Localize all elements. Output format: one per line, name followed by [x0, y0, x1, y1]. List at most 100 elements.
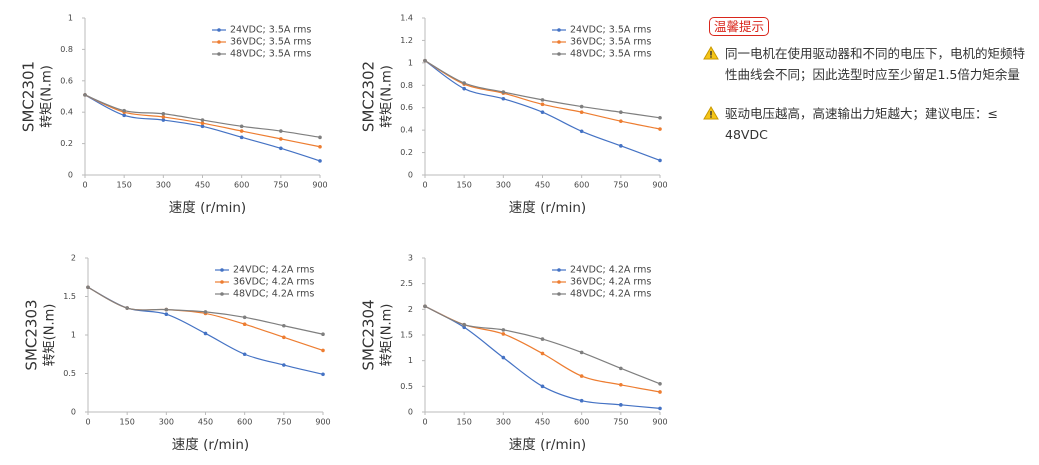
- point: [203, 310, 208, 314]
- x-tick-label: 300: [496, 181, 511, 190]
- legend-marker: [557, 40, 561, 44]
- x-tick-label: 900: [312, 181, 327, 190]
- point: [619, 144, 623, 148]
- y-tick-label: 3: [408, 254, 413, 263]
- y-tick-label: 2.5: [400, 279, 413, 288]
- point: [122, 113, 126, 118]
- point: [279, 146, 283, 151]
- point: [540, 351, 545, 356]
- point: [579, 129, 584, 134]
- y-tick-label: 0: [408, 408, 413, 417]
- y-axis-label: 转矩(N.m): [380, 65, 395, 128]
- y-tick-label: 1: [71, 331, 76, 340]
- legend-marker: [557, 268, 561, 272]
- y-axis-label: 转矩(N.m): [43, 304, 58, 367]
- model-label: SMC2302: [360, 61, 378, 132]
- legend-marker: [557, 292, 561, 296]
- y-tick-label: 0.8: [60, 45, 73, 54]
- point: [658, 158, 662, 163]
- point: [83, 93, 87, 97]
- series-line: [424, 60, 661, 119]
- y-tick-label: 0.6: [400, 103, 413, 112]
- legend-label: 24VDC; 3.5A rms: [230, 25, 311, 36]
- legend-marker: [557, 52, 561, 56]
- point: [321, 332, 325, 337]
- tips: 温馨提示 同一电机在使用驱动器和不同的电压下，电机的矩频特性曲线会不同；因此选型…: [703, 16, 1033, 163]
- legend-marker: [220, 292, 224, 296]
- point: [658, 116, 662, 120]
- legend-label: 24VDC; 4.2A rms: [570, 265, 651, 276]
- point: [161, 115, 166, 119]
- series-line: [424, 60, 661, 130]
- warning-icon: [703, 106, 719, 120]
- point: [122, 108, 126, 113]
- y-axis-label: 转矩(N.m): [40, 65, 55, 128]
- legend-marker: [217, 52, 221, 56]
- legend-marker: [220, 268, 224, 272]
- point: [540, 102, 545, 107]
- x-tick-label: 450: [535, 418, 550, 427]
- y-tick-label: 0.4: [400, 126, 413, 135]
- point: [619, 382, 623, 387]
- y-tick-label: 0.8: [400, 81, 413, 90]
- warning-icon: [703, 46, 719, 60]
- x-tick-label: 0: [85, 418, 90, 427]
- point: [462, 81, 466, 85]
- x-tick-label: 600: [237, 418, 252, 427]
- legend-label: 48VDC; 3.5A rms: [570, 49, 651, 60]
- legend-marker: [217, 40, 221, 44]
- point: [579, 110, 584, 114]
- x-tick-label: 150: [120, 418, 135, 427]
- point: [462, 322, 466, 327]
- point: [161, 118, 166, 122]
- x-tick-label: 300: [156, 181, 171, 190]
- y-tick-label: 0.5: [63, 369, 76, 378]
- point: [501, 96, 506, 101]
- y-tick-label: 0: [71, 408, 76, 417]
- chart: 0 0.2 0.4 0.6 0.8 1 0 150 300 450 600 750 900 速度 (r/m…: [20, 14, 328, 217]
- x-axis-label: 速度 (r/min): [169, 200, 246, 216]
- point: [658, 381, 662, 386]
- point: [501, 355, 506, 360]
- x-tick-label: 150: [457, 418, 472, 427]
- x-axis-label: 速度 (r/min): [172, 437, 249, 453]
- point: [540, 337, 545, 341]
- point: [242, 315, 247, 320]
- point: [203, 331, 208, 336]
- x-axis-label: 速度 (r/min): [509, 437, 586, 453]
- x-tick-label: 750: [273, 181, 288, 190]
- y-tick-label: 0: [68, 171, 73, 180]
- point: [501, 90, 506, 94]
- point: [279, 129, 283, 133]
- x-tick-label: 450: [535, 181, 550, 190]
- point: [540, 384, 545, 389]
- x-tick-label: 900: [652, 181, 667, 190]
- point: [658, 406, 662, 411]
- y-tick-label: 0.5: [400, 382, 413, 391]
- tip-item: 同一电机在使用驱动器和不同的电压下，电机的矩频特性曲线会不同；因此选型时应至少留…: [703, 43, 1033, 85]
- tip-text: 同一电机在使用驱动器和不同的电压下，电机的矩频特性曲线会不同；因此选型时应至少留…: [725, 46, 1026, 82]
- y-tick-label: 1.2: [400, 36, 413, 45]
- point: [200, 124, 205, 129]
- model-label: SMC2301: [20, 61, 38, 132]
- x-tick-label: 450: [195, 181, 210, 190]
- tips-badge: 温馨提示: [709, 17, 770, 36]
- point: [501, 332, 506, 336]
- model-label: SMC2304: [360, 299, 378, 370]
- chart: 0 0.2 0.4 0.6 0.8 1 1.2 1.4 0 150 300 450 600 750 900 速…: [360, 14, 668, 217]
- point: [540, 110, 545, 114]
- y-tick-label: 0.2: [400, 148, 413, 157]
- point: [161, 111, 166, 116]
- point: [164, 312, 169, 317]
- y-tick-label: 1: [408, 58, 413, 67]
- y-tick-label: 1: [408, 356, 413, 365]
- point: [619, 110, 623, 114]
- y-tick-label: 1.4: [400, 14, 413, 23]
- y-tick-label: 0.6: [60, 76, 73, 85]
- x-tick-label: 150: [457, 181, 472, 190]
- x-tick-label: 150: [117, 181, 132, 190]
- point: [318, 159, 322, 163]
- point: [282, 335, 286, 340]
- legend-label: 36VDC; 3.5A rms: [230, 37, 311, 48]
- y-tick-label: 1: [68, 14, 73, 23]
